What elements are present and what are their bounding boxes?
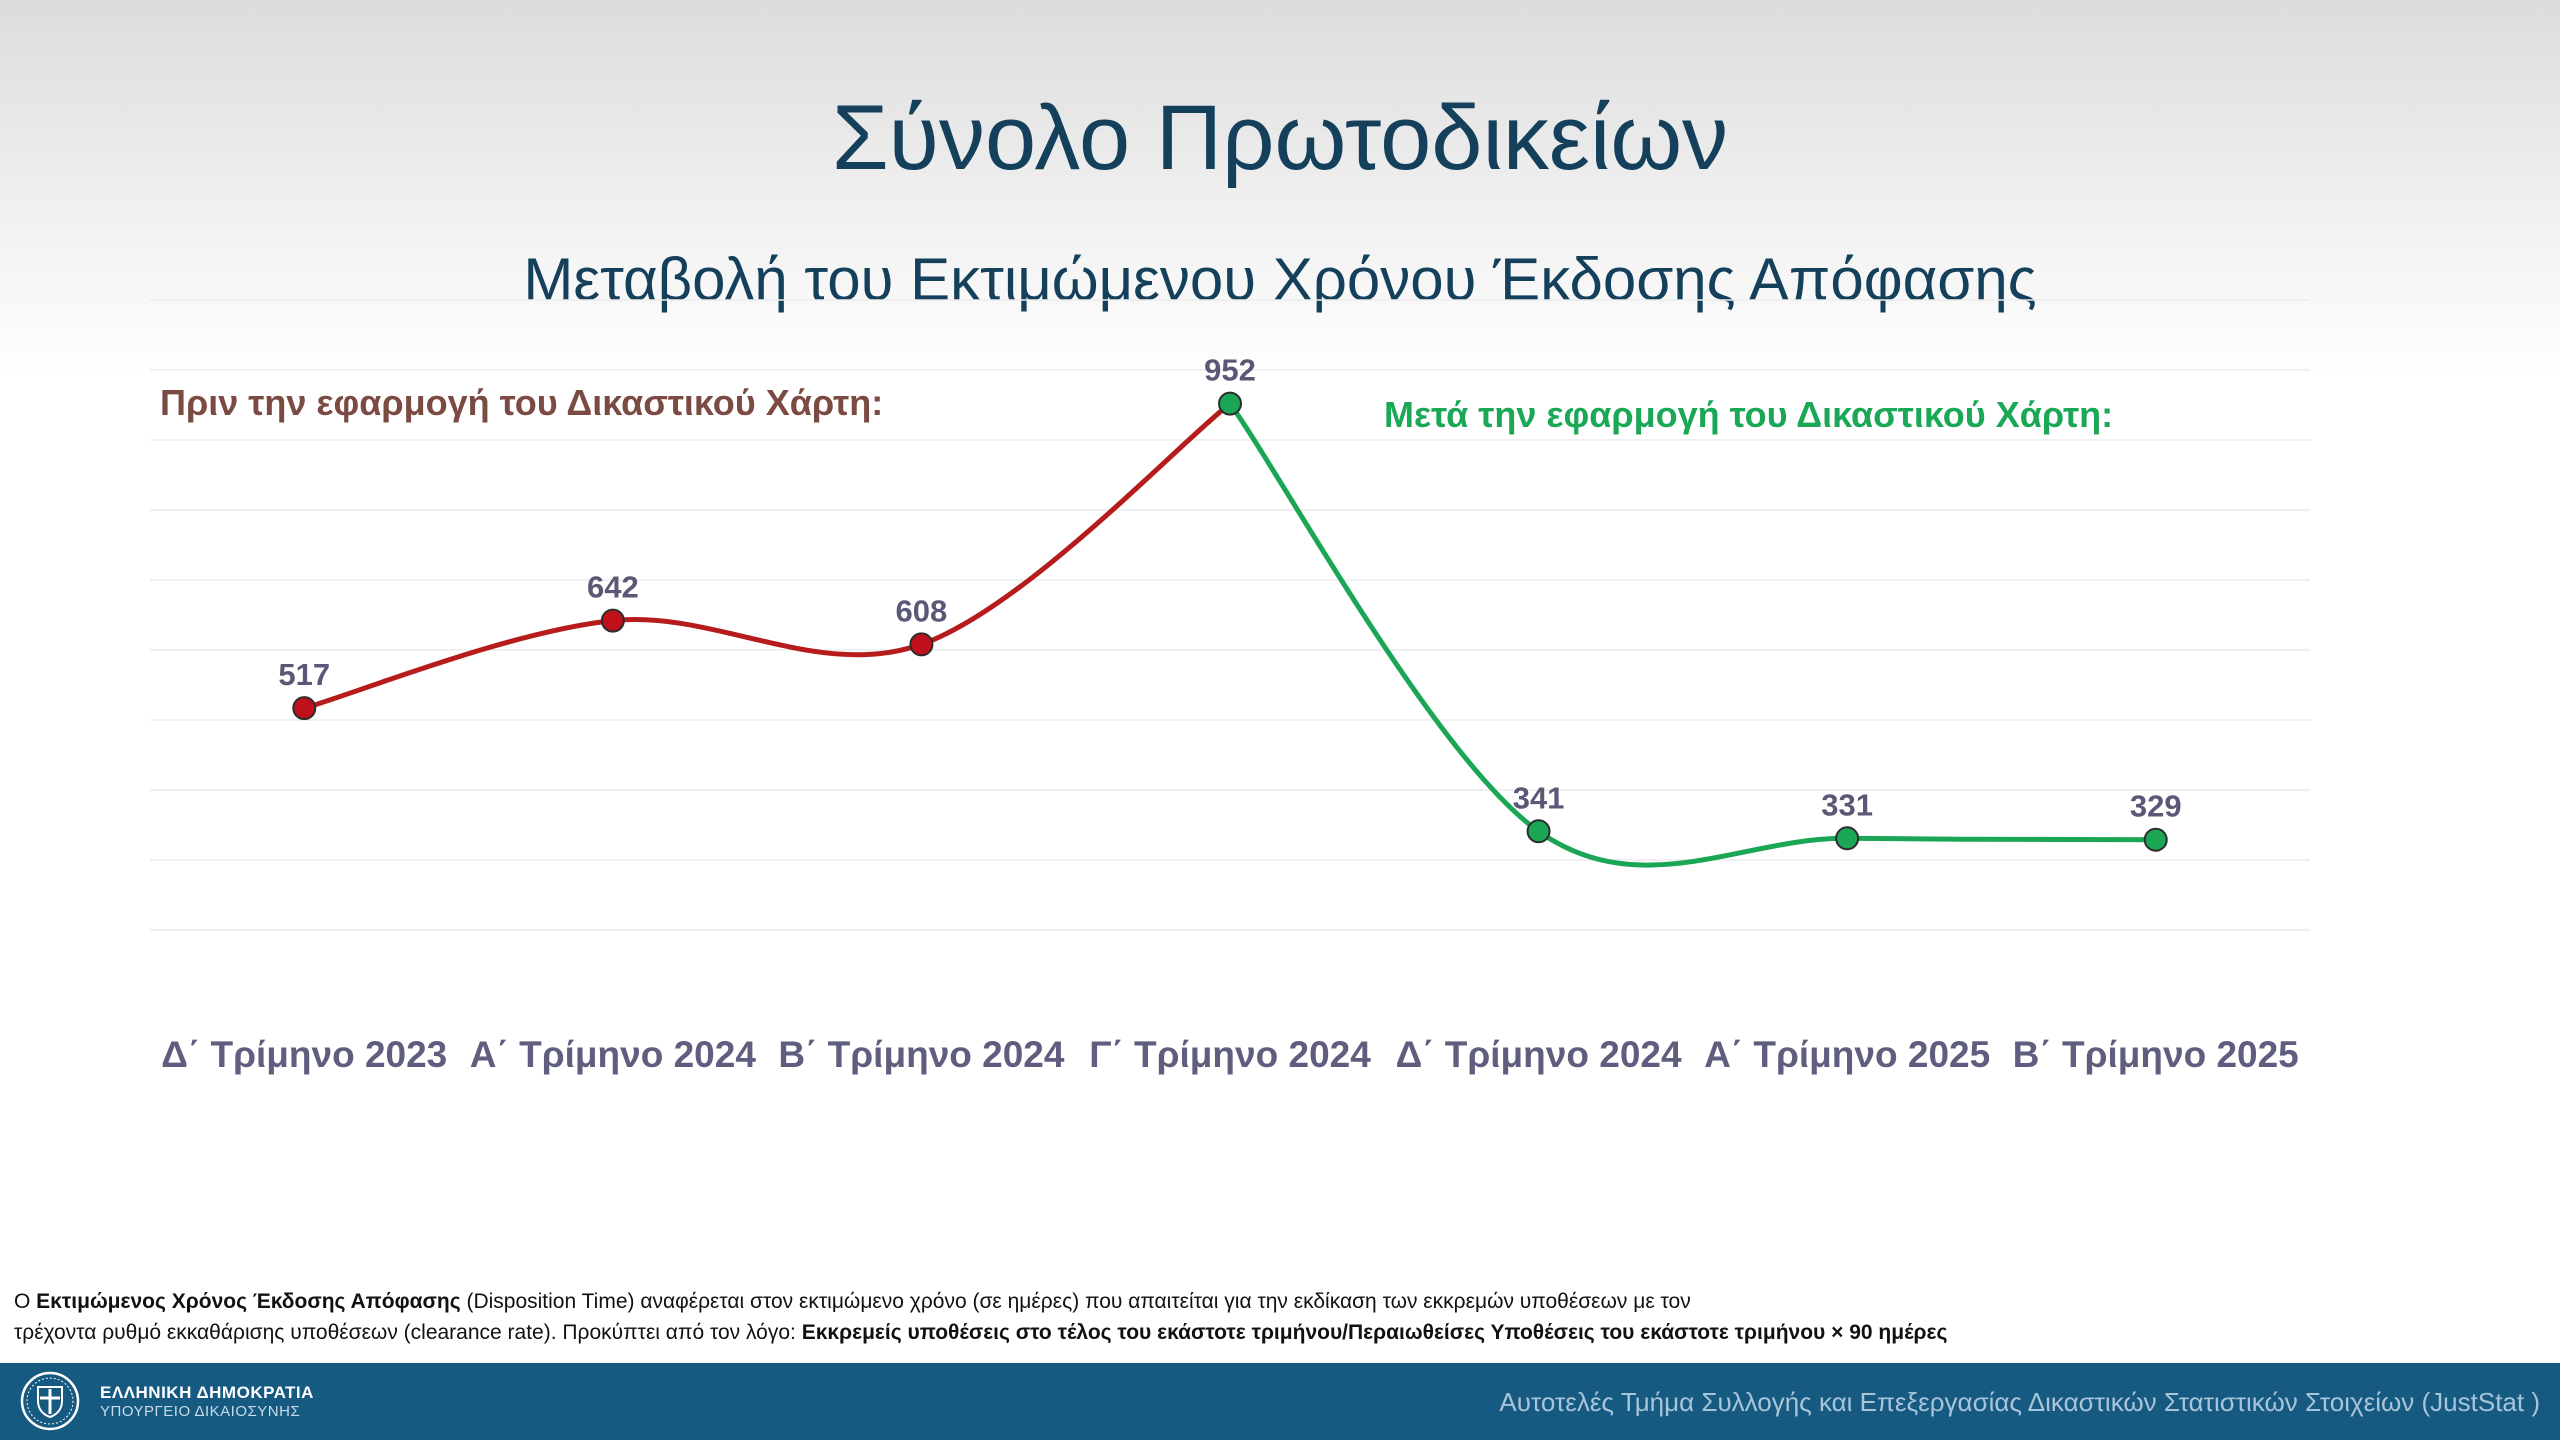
chart-markers: [292, 391, 2168, 852]
after-annotation: Μετά την εφαρμογή του Δικαστικού Χάρτη:: [1384, 394, 2114, 435]
footnote: Ο Εκτιμώμενος Χρόνος Έκδοσης Απόφασης (D…: [14, 1286, 2514, 1348]
data-label: 331: [1821, 787, 1873, 822]
data-point: [909, 632, 934, 657]
data-label: 952: [1204, 353, 1256, 388]
x-tick-label: Α΄ Τρίμηνο 2024: [470, 1034, 757, 1075]
x-tick-label: Δ΄ Τρίμηνο 2023: [161, 1034, 447, 1075]
data-label: 329: [2130, 789, 2182, 824]
data-label: 341: [1513, 780, 1565, 815]
series-line-1: [1227, 401, 2159, 868]
x-tick-label: Γ΄ Τρίμηνο 2024: [1089, 1034, 1371, 1075]
page-title: Σύνολο Πρωτοδικείων: [831, 87, 1729, 189]
greek-emblem-icon: [20, 1371, 80, 1431]
data-label: 642: [587, 570, 639, 605]
footnote-formula: Εκκρεμείς υποθέσεις στο τέλος του εκάστο…: [801, 1321, 1948, 1344]
data-point: [2143, 827, 2168, 852]
x-tick-label: Β΄ Τρίμηνο 2024: [778, 1034, 1065, 1075]
chart-data-labels: 517 642 608 952 341 331 329: [278, 353, 2181, 824]
data-point: [1526, 819, 1551, 844]
data-label: 517: [278, 657, 330, 692]
chart-x-axis: Δ΄ Τρίμηνο 2023 Α΄ Τρίμηνο 2024 Β΄ Τρίμηνο…: [161, 1034, 2298, 1075]
x-tick-label: Α΄ Τρίμηνο 2025: [1704, 1034, 1990, 1075]
footnote-term: Εκτιμώμενος Χρόνος Έκδοσης Απόφασης: [36, 1290, 461, 1313]
series-line-0: [301, 401, 1233, 711]
footnote-line-1: Ο Εκτιμώμενος Χρόνος Έκδοσης Απόφασης (D…: [14, 1290, 1691, 1313]
x-tick-label: Δ΄ Τρίμηνο 2024: [1396, 1034, 1682, 1075]
footnote-line-2: τρέχοντα ρυθμό εκκαθάρισης υποθέσεων (cl…: [14, 1321, 1948, 1344]
chart-lines: [301, 401, 2159, 868]
line-chart: 517 642 608 952 341 331 329 Δ΄ Τρίμηνο 2023 Α΄ …: [150, 299, 2310, 1075]
x-tick-label: Β΄ Τρίμηνο 2025: [2013, 1034, 2299, 1075]
page-subtitle: Μεταβολή του Εκτιμώμενου Χρόνου Έκδοσης …: [523, 246, 2037, 313]
before-annotation: Πριν την εφαρμογή του Δικαστικού Χάρτη:: [160, 382, 884, 423]
data-point: [600, 608, 625, 633]
data-point: [1835, 826, 1860, 851]
data-point: [292, 696, 317, 721]
department-name: Αυτοτελές Τμήμα Συλλογής και Επεξεργασία…: [1499, 1387, 2540, 1417]
chart-gridlines: [150, 299, 2310, 931]
organization-name: ΕΛΛΗΝΙΚΗ ΔΗΜΟΚΡΑΤΙΑ ΥΠΟΥΡΓΕΙΟ ΔΙΚΑΙΟΣΥΝΗ…: [100, 1383, 314, 1420]
footer-bar: ΕΛΛΗΝΙΚΗ ΔΗΜΟΚΡΑΤΙΑ ΥΠΟΥΡΓΕΙΟ ΔΙΚΑΙΟΣΥΝΗ…: [0, 1363, 2560, 1440]
data-point: [1218, 391, 1242, 416]
data-label: 608: [896, 593, 948, 628]
